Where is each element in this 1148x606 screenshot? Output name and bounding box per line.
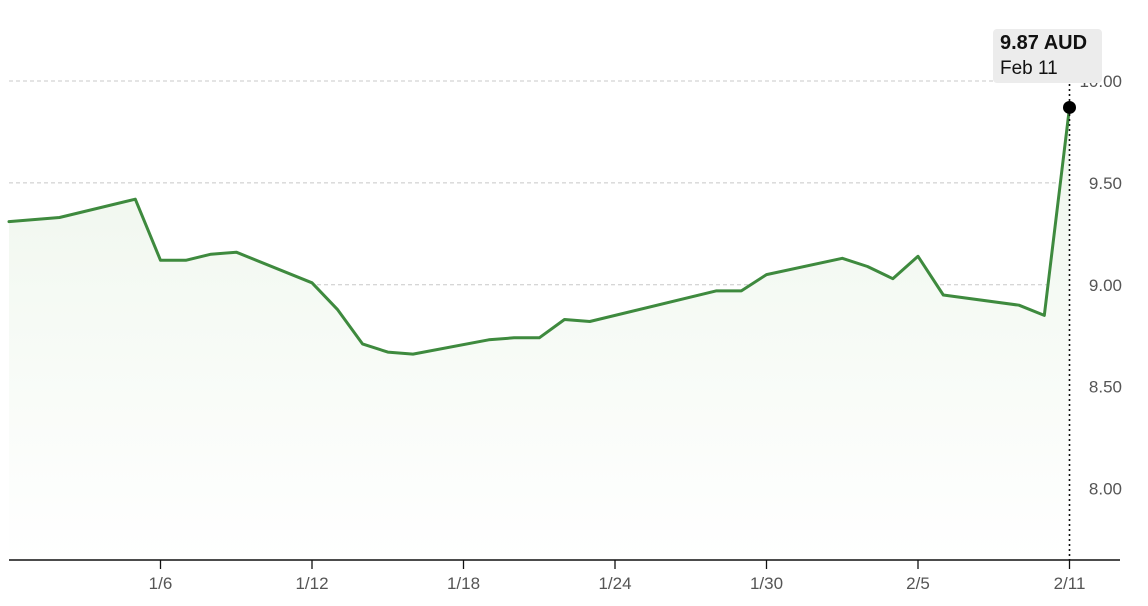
x-tick-label: 2/5 (906, 574, 930, 593)
x-axis-labels: 1/6 1/12 1/18 1/24 1/30 2/5 2/11 (149, 574, 1086, 593)
tooltip-value: 9.87 AUD (1000, 32, 1088, 54)
x-tick-label: 1/24 (598, 574, 631, 593)
y-tick-label: 9.00 (1089, 276, 1122, 295)
x-tick-label: 1/6 (149, 574, 173, 593)
price-tooltip: 9.87 AUD Feb 11 (993, 29, 1102, 83)
price-area-fill (9, 107, 1070, 560)
y-tick-label: 9.50 (1089, 174, 1122, 193)
y-tick-label: 8.50 (1089, 378, 1122, 397)
x-tick-label: 1/30 (750, 574, 783, 593)
x-tick-label: 2/11 (1054, 574, 1086, 593)
y-axis-labels: 8.008.509.009.5010.00 (1079, 72, 1122, 499)
x-tick-label: 1/18 (447, 574, 480, 593)
price-line (7, 106, 1071, 356)
tooltip-date: Feb 11 (1000, 58, 1058, 79)
x-tick-label: 1/12 (295, 574, 328, 593)
x-axis-ticks (159, 560, 1071, 569)
y-tick-label: 8.00 (1089, 480, 1122, 499)
hover-point-marker[interactable] (1063, 100, 1076, 114)
